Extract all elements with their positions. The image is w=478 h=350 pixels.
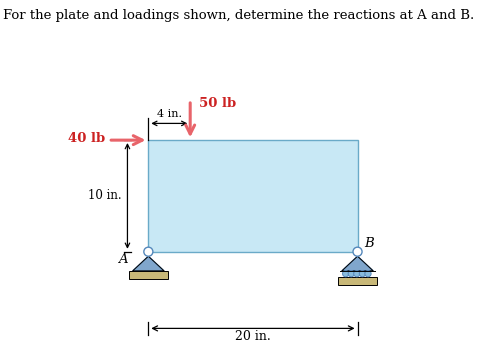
Text: A: A bbox=[118, 253, 128, 266]
Polygon shape bbox=[133, 256, 164, 271]
Circle shape bbox=[353, 247, 362, 256]
Text: 50 lb: 50 lb bbox=[199, 97, 236, 110]
Text: 20 in.: 20 in. bbox=[235, 330, 271, 343]
Text: B: B bbox=[365, 237, 374, 250]
Circle shape bbox=[354, 271, 360, 277]
Bar bbox=[338, 277, 377, 285]
Circle shape bbox=[144, 247, 153, 256]
Bar bbox=[129, 271, 167, 279]
Circle shape bbox=[365, 271, 371, 277]
Bar bbox=[148, 140, 358, 252]
Text: For the plate and loadings shown, determine the reactions at A and B.: For the plate and loadings shown, determ… bbox=[3, 9, 475, 22]
Circle shape bbox=[359, 271, 366, 277]
Text: 4 in.: 4 in. bbox=[157, 109, 182, 119]
Text: 40 lb: 40 lb bbox=[67, 132, 105, 145]
Circle shape bbox=[343, 271, 349, 277]
Polygon shape bbox=[342, 256, 373, 271]
Circle shape bbox=[348, 271, 354, 277]
Text: 10 in.: 10 in. bbox=[87, 189, 121, 202]
